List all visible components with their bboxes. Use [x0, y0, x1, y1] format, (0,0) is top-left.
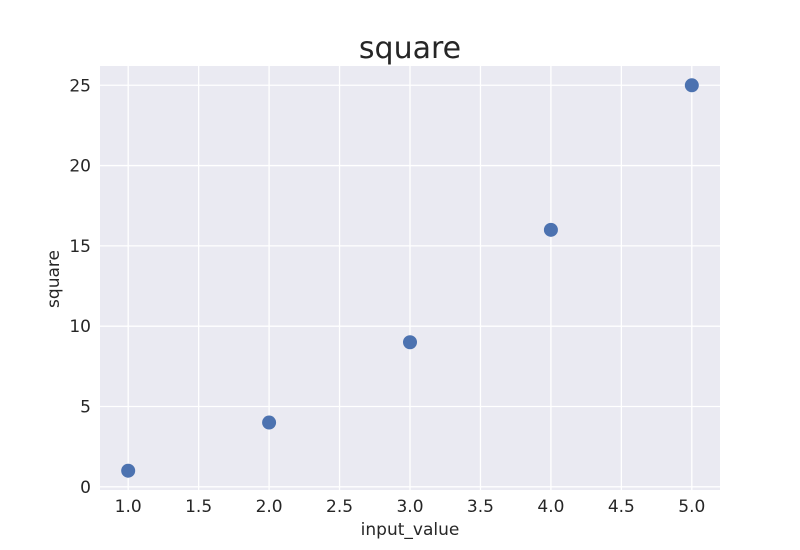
y-tick-label: 15 — [69, 237, 91, 257]
y-tick-label: 5 — [80, 397, 91, 417]
y-tick-label: 10 — [69, 317, 91, 337]
y-tick-label: 0 — [80, 478, 91, 498]
x-tick-label: 1.0 — [115, 497, 142, 517]
data-point — [684, 78, 699, 93]
x-tick-label: 5.0 — [678, 497, 705, 517]
x-tick-label: 1.5 — [185, 497, 212, 517]
x-tick-label: 4.5 — [608, 497, 635, 517]
data-points — [121, 78, 699, 478]
x-tick-labels: 1.0 1.5 2.0 2.5 3.0 3.5 4.0 4.5 5.0 — [115, 497, 706, 517]
y-tick-label: 20 — [69, 157, 91, 177]
y-tick-labels: 0 5 10 15 20 25 — [69, 76, 91, 498]
data-point — [403, 335, 417, 350]
y-tick-label: 25 — [69, 76, 91, 96]
x-tick-label: 2.5 — [326, 497, 353, 517]
x-axis-label: input_value — [361, 520, 460, 540]
chart-title: square — [359, 31, 461, 66]
data-point — [121, 463, 136, 478]
x-tick-label: 3.0 — [396, 497, 423, 517]
x-tick-label: 2.0 — [256, 497, 283, 517]
x-tick-label: 3.5 — [467, 497, 494, 517]
data-point — [262, 415, 277, 430]
data-point — [543, 222, 558, 237]
grid-lines — [100, 66, 720, 490]
x-tick-label: 4.0 — [537, 497, 564, 517]
y-axis-label: square — [44, 250, 64, 308]
